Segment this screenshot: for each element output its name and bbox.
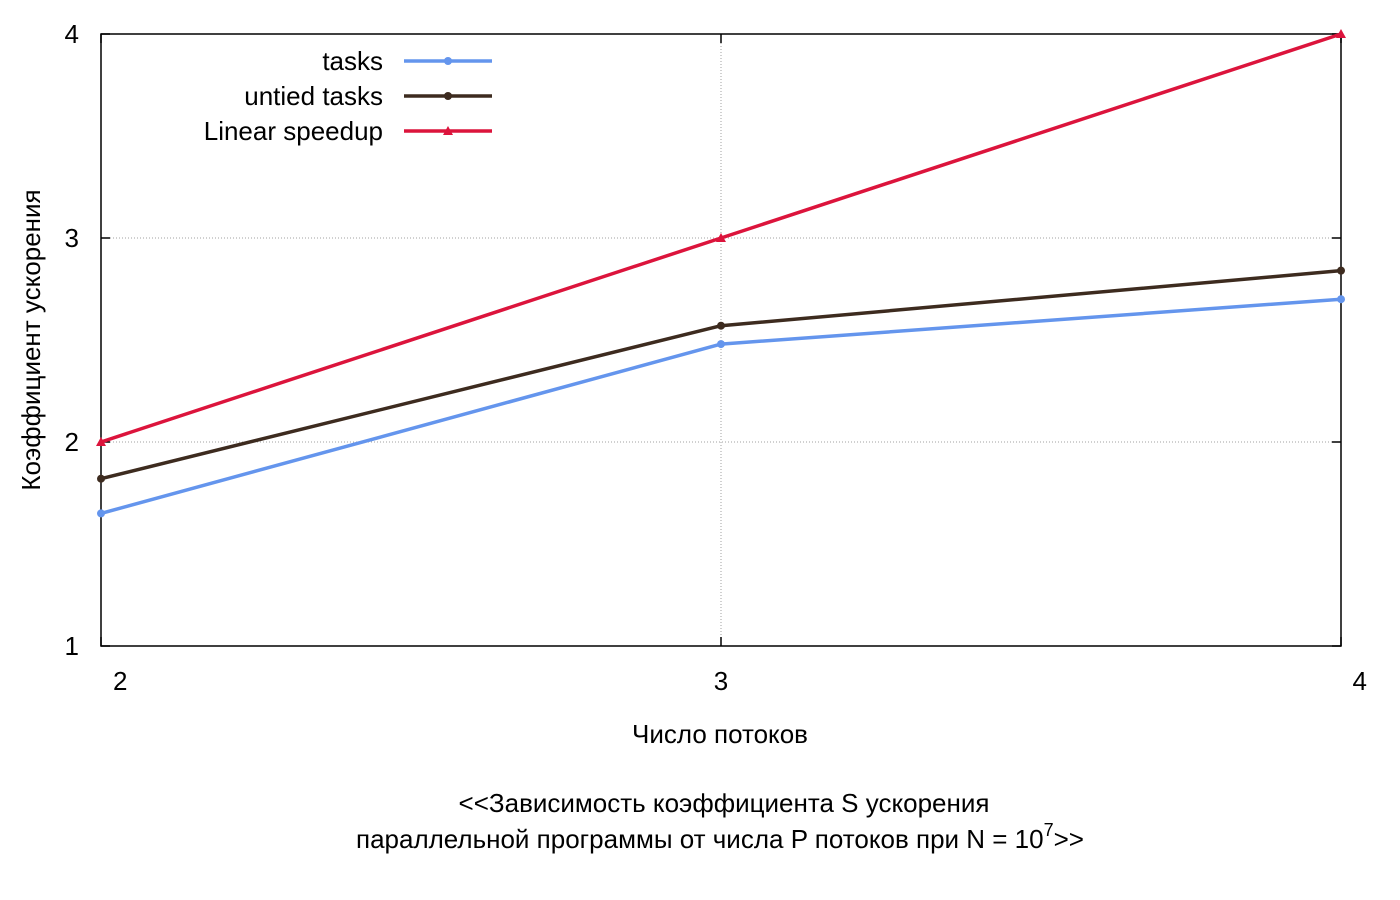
y-axis-label: Коэффициент ускорения [16, 189, 46, 490]
data-point [97, 474, 105, 483]
caption-line-2-prefix: параллельной программы от числа P потоко… [356, 824, 1044, 854]
y-tick-label: 4 [65, 19, 79, 49]
x-tick-label: 3 [714, 666, 728, 696]
data-point [717, 321, 725, 330]
legend-label: untied tasks [244, 81, 383, 111]
data-point [97, 509, 105, 518]
grid-lines [101, 34, 1341, 646]
data-point [717, 340, 725, 349]
caption-line-2-suffix: >> [1054, 824, 1084, 854]
caption-superscript: 7 [1044, 820, 1054, 840]
legend-label: tasks [322, 46, 383, 76]
data-series [96, 29, 1346, 518]
legend-label: Linear speedup [204, 116, 383, 146]
series-tasks [97, 295, 1345, 518]
caption-line-1: <<Зависимость коэффициента S ускорения [459, 788, 990, 818]
x-tick-label: 2 [113, 666, 127, 696]
legend-swatch-marker [443, 126, 453, 135]
legend-swatch-marker [444, 57, 452, 65]
series-untied-tasks [97, 266, 1345, 483]
data-point [716, 233, 726, 242]
legend: tasks untied tasks Linear speedup [204, 46, 492, 146]
x-tick-label: 4 [1353, 666, 1367, 696]
data-point [1337, 266, 1345, 275]
y-tick-label: 2 [65, 427, 79, 457]
y-tick-label: 3 [65, 223, 79, 253]
caption-line-2: параллельной программы от числа P потоко… [356, 820, 1084, 854]
data-point [1336, 29, 1346, 38]
data-point [96, 437, 106, 446]
series-linear-speedup [96, 29, 1346, 446]
x-axis-label: Число потоков [632, 719, 808, 749]
axes: 1 2 3 4 2 3 4 [65, 19, 1367, 696]
legend-swatch-marker [444, 92, 452, 100]
data-point [1337, 295, 1345, 304]
y-tick-label: 1 [65, 631, 79, 661]
